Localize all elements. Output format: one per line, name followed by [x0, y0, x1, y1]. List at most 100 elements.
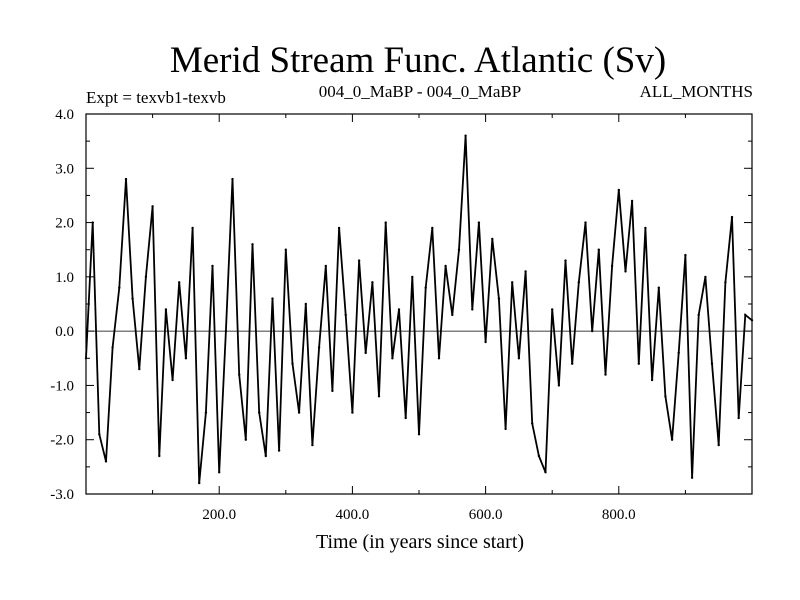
data-point: [151, 205, 154, 208]
data-point: [331, 389, 334, 393]
data-point: [238, 373, 241, 376]
data-point: [484, 340, 487, 344]
data-point: [158, 454, 161, 458]
data-point: [650, 378, 654, 382]
x-tick-label: 200.0: [202, 507, 236, 523]
data-point: [277, 449, 281, 452]
data-point: [511, 281, 514, 284]
data-point: [610, 264, 614, 268]
data-point: [344, 313, 347, 317]
data-point: [564, 259, 567, 262]
data-point: [717, 443, 720, 447]
data-point: [271, 297, 274, 300]
data-point: [664, 395, 667, 398]
chart-title: Merid Stream Func. Atlantic (Sv): [170, 40, 666, 81]
data-point: [111, 346, 114, 349]
data-point: [311, 443, 314, 447]
data-point: [477, 221, 481, 224]
data-point: [377, 395, 381, 398]
months-label: ALL_MONTHS: [640, 82, 753, 101]
data-point: [284, 248, 287, 251]
data-point: [204, 411, 208, 414]
data-point: [424, 286, 427, 289]
x-tick-label: 800.0: [602, 507, 636, 523]
data-point: [337, 226, 341, 230]
data-point: [750, 319, 754, 322]
data-point: [537, 454, 541, 458]
x-axis-label: Time (in years since start): [316, 531, 524, 553]
data-point: [704, 275, 707, 279]
y-tick-label: 3.0: [55, 161, 74, 177]
data-point: [224, 329, 228, 333]
data-point: [98, 433, 101, 436]
data-point: [191, 226, 194, 230]
data-point: [131, 297, 134, 300]
data-point: [524, 270, 527, 273]
data-point: [211, 264, 214, 268]
data-point: [198, 481, 201, 485]
data-point: [297, 411, 301, 414]
data-point: [531, 422, 534, 425]
data-point: [551, 308, 554, 311]
y-axis: -3.0 -2.0 -1.0 0.0 1.0 2.0 3.0 4.0: [50, 107, 752, 503]
data-point: [584, 221, 587, 224]
data-point: [144, 275, 148, 279]
data-point: [604, 373, 607, 376]
data-point: [630, 199, 634, 203]
data-point: [264, 454, 267, 458]
data-point: [464, 134, 467, 137]
x-axis: 200.0 400.0 600.0 800.0: [152, 114, 686, 523]
data-point: [184, 357, 188, 360]
data-point: [544, 471, 547, 474]
data-point: [291, 362, 294, 365]
data-point: [357, 259, 361, 262]
data-point: [657, 286, 660, 289]
data-point: [124, 177, 128, 181]
data-point: [677, 351, 680, 355]
data-point: [597, 248, 600, 251]
y-tick-label: -2.0: [50, 433, 74, 449]
data-point: [397, 308, 401, 311]
data-point: [411, 275, 414, 279]
data-point: [164, 308, 168, 311]
data-point: [491, 237, 494, 241]
data-point: [384, 221, 387, 224]
data-point: [431, 226, 434, 230]
data-point: [571, 362, 574, 365]
data-point: [218, 471, 221, 474]
y-tick-label: -1.0: [50, 378, 74, 394]
data-point: [624, 270, 627, 273]
y-tick-label: 2.0: [55, 216, 74, 232]
data-point: [404, 416, 407, 420]
data-point: [244, 438, 247, 441]
y-tick-label: 1.0: [55, 270, 74, 286]
data-point: [730, 215, 734, 219]
data-point: [710, 362, 714, 365]
experiment-label: Expt = texvb1-texvb: [86, 88, 226, 107]
data-point: [617, 188, 620, 192]
x-tick-label: 400.0: [336, 507, 370, 523]
data-point: [437, 357, 441, 360]
data-point: [591, 329, 594, 333]
data-point: [138, 367, 141, 371]
y-tick-label: 0.0: [55, 324, 74, 340]
data-point: [258, 411, 261, 414]
data-point: [724, 281, 727, 284]
data-point: [231, 177, 234, 181]
data-point: [317, 346, 321, 349]
data-point: [577, 281, 580, 284]
data-point: [304, 302, 307, 306]
data-point: [351, 411, 354, 414]
data-point: [670, 438, 674, 441]
data-point: [364, 351, 367, 355]
data-point: [324, 264, 327, 268]
data-point: [644, 226, 647, 230]
series-markers: [84, 134, 754, 485]
data-point: [690, 476, 694, 479]
data-point: [178, 281, 181, 284]
data-point: [557, 384, 561, 387]
data-point: [497, 297, 501, 300]
y-tick-label: -3.0: [50, 487, 74, 503]
data-point: [737, 416, 740, 420]
